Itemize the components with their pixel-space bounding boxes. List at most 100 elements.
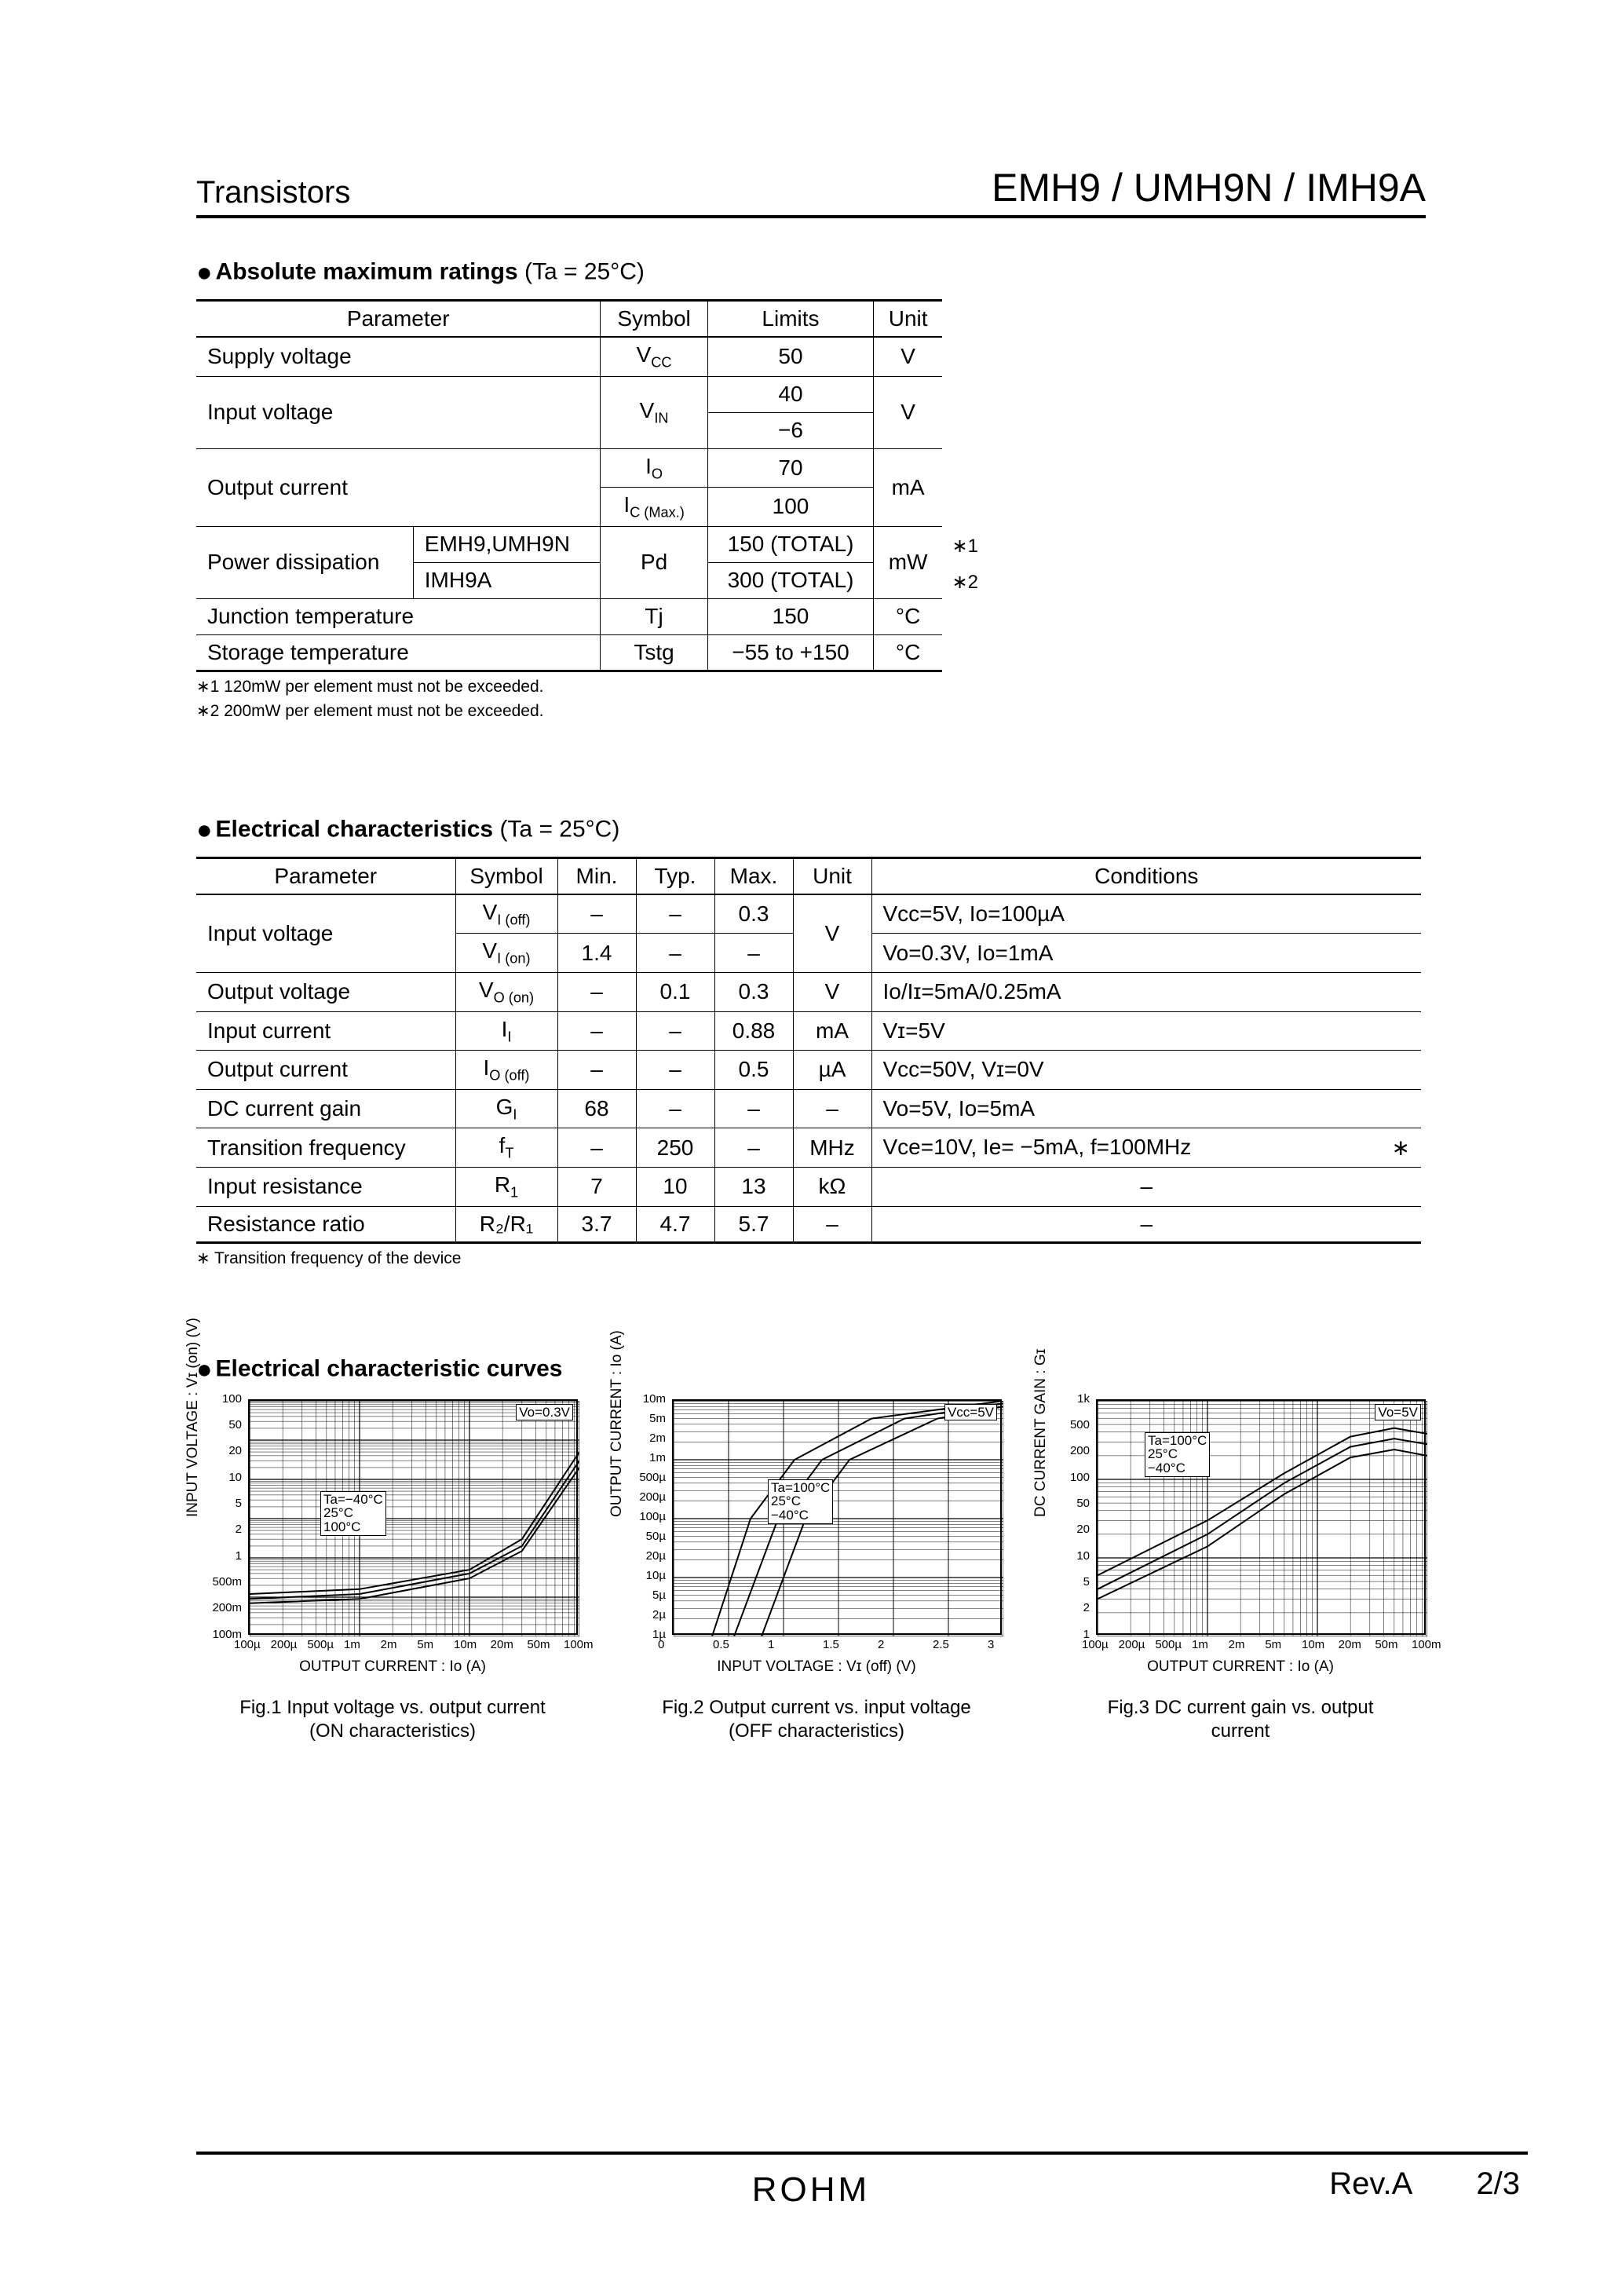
cell-cond: Vo=5V, Io=5mA xyxy=(871,1089,1421,1128)
cell-symbol: GI xyxy=(455,1089,557,1128)
cell-param: Input current xyxy=(196,1011,455,1051)
cell-symbol: R1 xyxy=(455,1167,557,1206)
cell-symbol: R₂/R₁ xyxy=(455,1206,557,1242)
cell-param: Output current xyxy=(196,1051,455,1090)
curves-row: Vo=0.3VTa=−40°C25°C100°C100m200m500m1251… xyxy=(196,1399,1426,1743)
chart-2: Vcc=5VTa=100°C25°C−40°C1µ2µ5µ10µ20µ50µ10… xyxy=(620,1399,1013,1743)
cell-limit: 50 xyxy=(707,337,873,376)
cell-unit: °C xyxy=(874,598,942,634)
chart-ann-label: Vcc=5V xyxy=(944,1404,997,1421)
cell-variant: EMH9,UMH9N xyxy=(413,526,601,562)
col-cond: Conditions xyxy=(871,857,1421,894)
col-limits: Limits xyxy=(707,301,873,338)
chart-1: Vo=0.3VTa=−40°C25°C100°C100m200m500m1251… xyxy=(196,1399,589,1743)
chart-caption: Fig.3 DC current gain vs. outputcurrent xyxy=(1108,1696,1374,1743)
chart-xlabel: OUTPUT CURRENT : Io (A) xyxy=(299,1658,486,1676)
chart-ylabel: INPUT VOLTAGE : Vɪ (on) (V) xyxy=(184,1318,202,1517)
cell-symbol: Pd xyxy=(601,526,707,598)
cell-param: DC current gain xyxy=(196,1089,455,1128)
chart-ann-label: Vo=5V xyxy=(1375,1404,1421,1421)
chart-caption: Fig.1 Input voltage vs. output current(O… xyxy=(239,1696,546,1743)
cell-symbol: IO xyxy=(601,448,707,488)
cell-cond: Vcc=50V, Vɪ=0V xyxy=(871,1051,1421,1090)
elec-char-table: ParameterSymbolMin.Typ.Max.UnitCondition… xyxy=(196,857,1421,1244)
section1-note2: ∗2 200mW per element must not be exceede… xyxy=(196,701,1426,721)
cell-symbol: IC (Max.) xyxy=(601,488,707,527)
cell-cond: Vce=10V, Ie= −5mA, f=100MHz∗ xyxy=(871,1128,1421,1168)
abs-max-ratings-table: ParameterSymbolLimitsUnitSupply voltageV… xyxy=(196,299,942,672)
footer-separator xyxy=(196,2152,1528,2155)
section2-title: ●Electrical characteristics (Ta = 25°C) xyxy=(196,815,1426,846)
cell-limit: 300 (TOTAL) xyxy=(707,562,873,598)
col-typ: Typ. xyxy=(636,857,714,894)
cell-limit: 150 xyxy=(707,598,873,634)
col-parameter: Parameter xyxy=(196,857,455,894)
chart-ann-temps: Ta=−40°C25°C100°C xyxy=(320,1491,386,1537)
cell-unit: V xyxy=(874,376,942,448)
cell-symbol: Tj xyxy=(601,598,707,634)
cell-symbol: VI (off) xyxy=(455,894,557,934)
cell-cond: Vɪ=5V xyxy=(871,1011,1421,1051)
cell-limit: −6 xyxy=(707,412,873,448)
header-category: Transistors xyxy=(196,175,350,210)
col-unit: Unit xyxy=(874,301,942,338)
section2-note: ∗ Transition frequency of the device xyxy=(196,1249,1426,1268)
section1-title: ●Absolute maximum ratings (Ta = 25°C) xyxy=(196,258,1426,288)
chart-xlabel: OUTPUT CURRENT : Io (A) xyxy=(1147,1658,1334,1676)
footer-logo: ROHM xyxy=(752,2170,870,2210)
cell-limit: −55 to +150 xyxy=(707,634,873,671)
col-min: Min. xyxy=(557,857,636,894)
cell-param: Power dissipation xyxy=(196,526,413,598)
chart-ann-temps: Ta=100°C25°C−40°C xyxy=(768,1479,833,1525)
cell-limit: 150 (TOTAL) xyxy=(707,526,873,562)
chart-xlabel: INPUT VOLTAGE : Vɪ (off) (V) xyxy=(717,1658,915,1676)
chart-ylabel: OUTPUT CURRENT : Io (A) xyxy=(608,1330,626,1517)
col-symbol: Symbol xyxy=(601,301,707,338)
cell-cond: Vo=0.3V, Io=1mA xyxy=(871,934,1421,973)
cell-symbol: VCC xyxy=(601,337,707,376)
cell-symbol: II xyxy=(455,1011,557,1051)
cell-variant: IMH9A xyxy=(413,562,601,598)
col-parameter: Parameter xyxy=(196,301,601,338)
cell-symbol: fT xyxy=(455,1128,557,1168)
footer-rev: Rev.A xyxy=(1329,2166,1412,2201)
cell-param: Resistance ratio xyxy=(196,1206,455,1242)
footer-page: 2/3 xyxy=(1476,2166,1520,2201)
cell-symbol: VI (on) xyxy=(455,934,557,973)
cell-symbol: VIN xyxy=(601,376,707,448)
cell-limit: 100 xyxy=(707,488,873,527)
cell-symbol: Tstg xyxy=(601,634,707,671)
cell-param: Junction temperature xyxy=(196,598,601,634)
section3-title: ●Electrical characteristic curves xyxy=(196,1355,1426,1385)
cell-unit: mA xyxy=(874,448,942,526)
section1-note1: ∗1 120mW per element must not be exceede… xyxy=(196,677,1426,696)
cell-param: Input voltage xyxy=(196,894,455,973)
cell-cond: Io/Iɪ=5mA/0.25mA xyxy=(871,972,1421,1011)
cell-param: Storage temperature xyxy=(196,634,601,671)
cell-cond: – xyxy=(871,1206,1421,1242)
chart-caption: Fig.2 Output current vs. input voltage(O… xyxy=(662,1696,971,1743)
cell-param: Transition frequency xyxy=(196,1128,455,1168)
col-unit: Unit xyxy=(793,857,871,894)
cell-symbol: IO (off) xyxy=(455,1051,557,1090)
page-header: Transistors EMH9 / UMH9N / IMH9A xyxy=(196,165,1426,218)
cell-cond: Vcc=5V, Io=100µA xyxy=(871,894,1421,934)
chart-3: Vo=5VTa=100°C25°C−40°C125102050100200500… xyxy=(1044,1399,1437,1743)
footer-right: Rev.A 2/3 xyxy=(1329,2166,1520,2202)
header-partnumbers: EMH9 / UMH9N / IMH9A xyxy=(992,165,1426,210)
cell-symbol: VO (on) xyxy=(455,972,557,1011)
cell-unit: °C xyxy=(874,634,942,671)
chart-ylabel: DC CURRENT GAIN : Gɪ xyxy=(1032,1348,1050,1516)
chart-ann-temps: Ta=100°C25°C−40°C xyxy=(1145,1432,1210,1478)
cell-param: Supply voltage xyxy=(196,337,601,376)
col-symbol: Symbol xyxy=(455,857,557,894)
cell-cond: – xyxy=(871,1167,1421,1206)
col-max: Max. xyxy=(714,857,793,894)
cell-unit: V xyxy=(874,337,942,376)
cell-param: Input resistance xyxy=(196,1167,455,1206)
chart-ann-label: Vo=0.3V xyxy=(516,1404,573,1421)
cell-limit: 40 xyxy=(707,376,873,412)
cell-unit: mW∗1∗2 xyxy=(874,526,942,598)
cell-limit: 70 xyxy=(707,448,873,488)
cell-param: Output voltage xyxy=(196,972,455,1011)
